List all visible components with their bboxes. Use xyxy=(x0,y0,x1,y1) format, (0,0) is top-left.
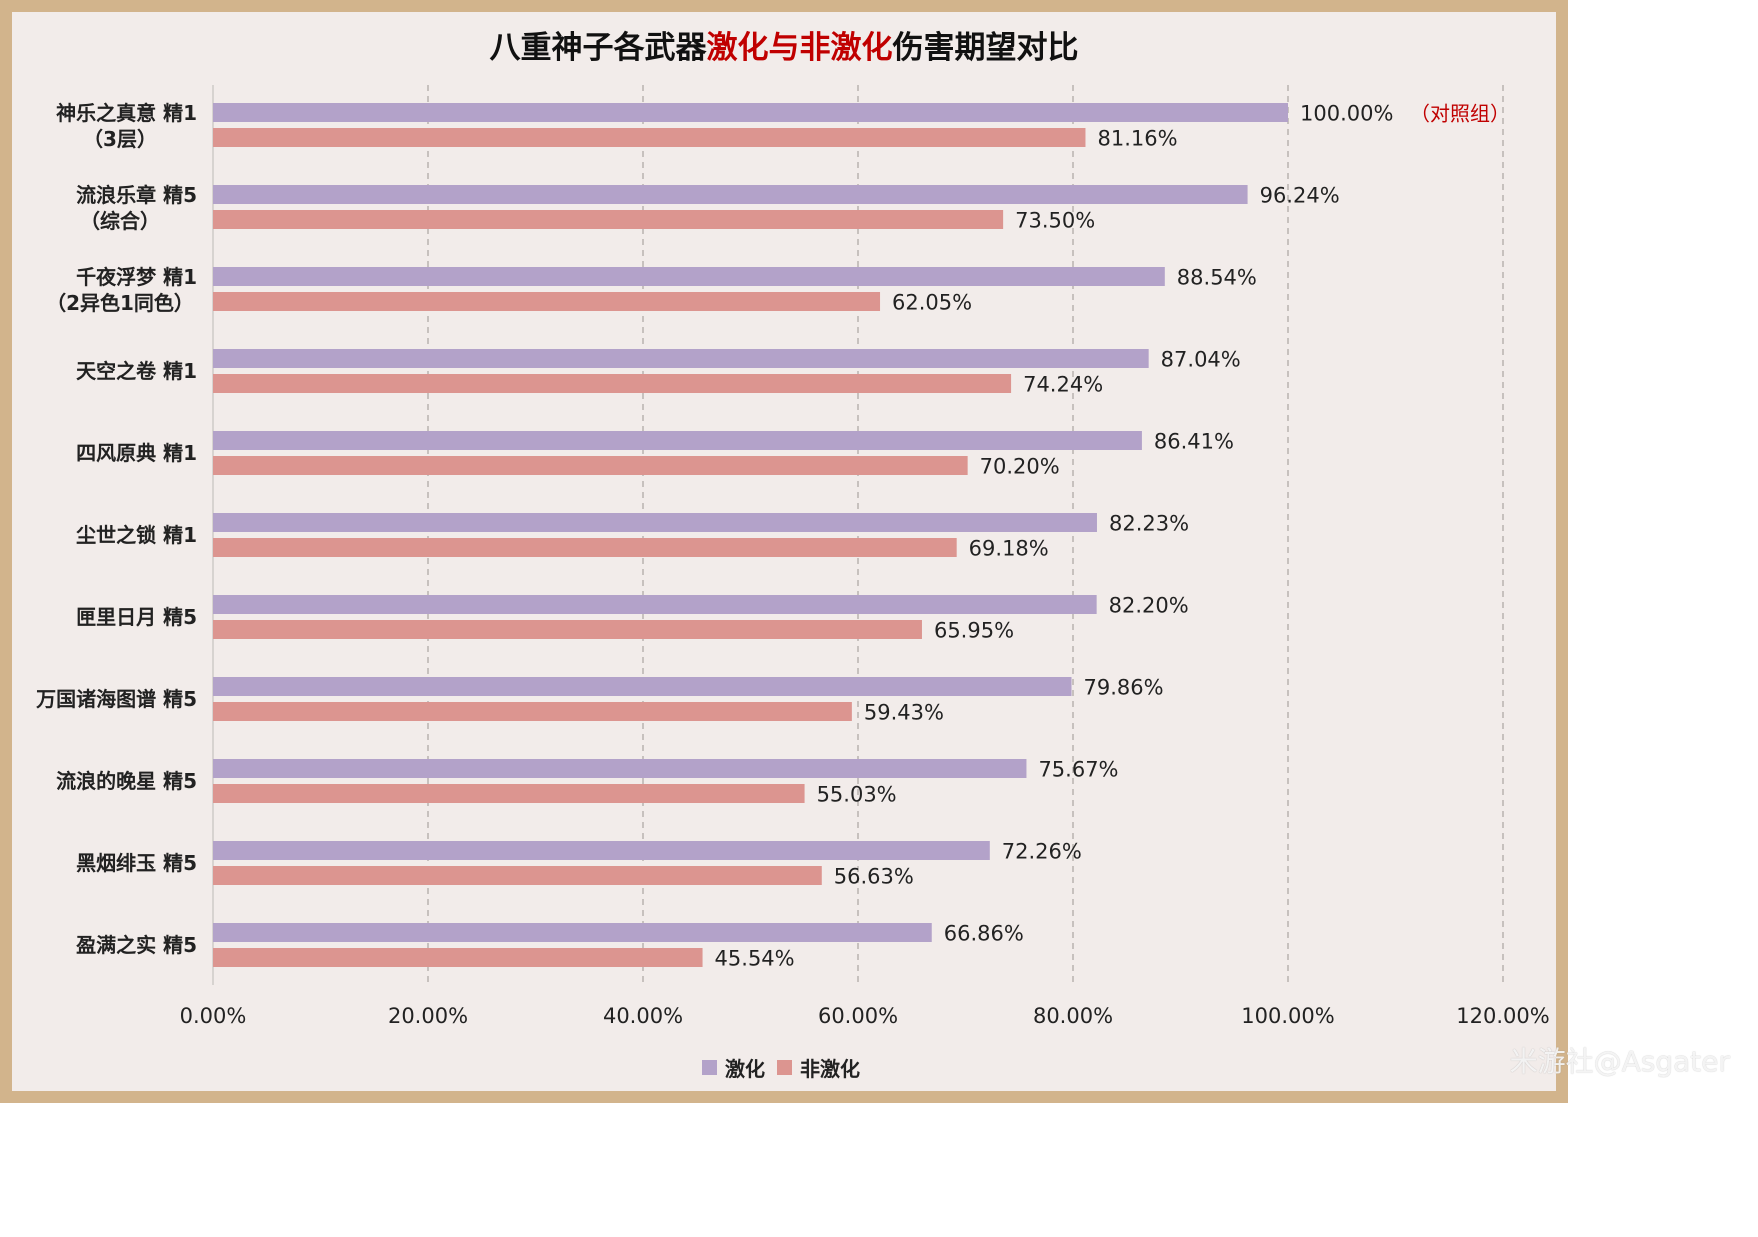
x-tick-label: 20.00% xyxy=(388,1004,468,1028)
bar-series2 xyxy=(213,948,703,967)
category-label: 流浪的晚星 精5 xyxy=(56,769,197,793)
bar-series1 xyxy=(213,595,1097,614)
title-part1: 八重神子各武器 xyxy=(489,30,707,66)
category-label: 天空之卷 精1 xyxy=(76,359,197,383)
category-label: 流浪乐章 精5 xyxy=(76,183,197,207)
title-part3: 伤害期望对比 xyxy=(892,30,1079,66)
data-label-series2: 73.50% xyxy=(1015,209,1095,233)
bar-series1 xyxy=(213,103,1288,122)
bar-chart: 0.00% 20.00% 40.00% 60.00% 80.00% 100.00% 120.… xyxy=(35,85,1550,1028)
data-label-series2: 70.20% xyxy=(980,455,1060,479)
bar-series1 xyxy=(213,431,1142,450)
chart-legend: 激化 非激化 xyxy=(702,1053,872,1082)
bar-series1 xyxy=(213,267,1165,286)
category-label: 神乐之真意 精1 xyxy=(56,101,197,125)
bar-series1 xyxy=(213,923,932,942)
legend-label-series1: 激化 xyxy=(725,1057,765,1081)
bar-series2 xyxy=(213,210,1004,229)
bar-series2 xyxy=(213,292,881,311)
data-label-series2: 81.16% xyxy=(1097,127,1177,151)
bar-series2 xyxy=(213,702,852,721)
title-part2-highlight: 激化与非激化 xyxy=(706,30,893,66)
x-tick-label: 100.00% xyxy=(1241,1004,1334,1028)
data-label-series1: 66.86% xyxy=(944,922,1024,946)
data-label-series1: 82.23% xyxy=(1109,512,1189,536)
data-label-series1: 79.86% xyxy=(1083,676,1163,700)
data-label-series2: 69.18% xyxy=(969,537,1049,561)
category-label: 千夜浮梦 精1 xyxy=(76,265,197,289)
data-label-series2: 74.24% xyxy=(1023,373,1103,397)
category-label: 万国诸海图谱 精5 xyxy=(35,687,197,711)
control-group-annotation: （对照组） xyxy=(1410,102,1510,126)
bar-series1 xyxy=(213,185,1248,204)
data-label-series2: 56.63% xyxy=(834,865,914,889)
category-sublabel: （2异色1同色） xyxy=(46,291,194,315)
x-tick-label: 60.00% xyxy=(818,1004,898,1028)
category-label: 黑烟绯玉 精5 xyxy=(76,851,197,875)
chart-title: 八重神子各武器激化与非激化伤害期望对比 xyxy=(0,22,1568,67)
data-label-series1: 100.00% xyxy=(1300,102,1393,126)
data-label-series2: 59.43% xyxy=(864,701,944,725)
watermark: 米游社@Asgater xyxy=(1509,1045,1730,1078)
bar-series2 xyxy=(213,128,1086,147)
data-label-series1: 82.20% xyxy=(1109,594,1189,618)
data-label-series1: 96.24% xyxy=(1260,184,1340,208)
x-tick-label: 80.00% xyxy=(1033,1004,1113,1028)
bar-series1 xyxy=(213,759,1027,778)
bar-series2 xyxy=(213,866,822,885)
bar-series1 xyxy=(213,513,1097,532)
data-label-series1: 86.41% xyxy=(1154,430,1234,454)
legend-swatch-series1 xyxy=(702,1060,717,1075)
bar-series2 xyxy=(213,538,957,557)
bar-series2 xyxy=(213,456,968,475)
x-tick-label: 40.00% xyxy=(603,1004,683,1028)
legend-label-series2: 非激化 xyxy=(800,1057,860,1081)
bar-series1 xyxy=(213,677,1072,696)
category-label: 盈满之实 精5 xyxy=(75,933,197,957)
data-label-series2: 65.95% xyxy=(934,619,1014,643)
bar-series2 xyxy=(213,784,805,803)
category-label: 尘世之锁 精1 xyxy=(76,523,197,547)
data-label-series2: 45.54% xyxy=(715,947,795,971)
data-label-series2: 55.03% xyxy=(817,783,897,807)
legend-item-series2: 非激化 xyxy=(777,1053,860,1082)
data-label-series1: 88.54% xyxy=(1177,266,1257,290)
bar-series1 xyxy=(213,349,1149,368)
legend-item-series1: 激化 xyxy=(702,1053,765,1082)
data-label-series1: 72.26% xyxy=(1002,840,1082,864)
bar-series1 xyxy=(213,841,990,860)
category-sublabel: （综合） xyxy=(80,209,160,233)
data-label-series1: 87.04% xyxy=(1161,348,1241,372)
category-sublabel: （3层） xyxy=(83,127,157,151)
x-tick-label: 0.00% xyxy=(180,1004,247,1028)
category-label: 匣里日月 精5 xyxy=(76,605,197,629)
legend-swatch-series2 xyxy=(777,1060,792,1075)
x-tick-label: 120.00% xyxy=(1456,1004,1549,1028)
data-label-series2: 62.05% xyxy=(892,291,972,315)
data-label-series1: 75.67% xyxy=(1038,758,1118,782)
bar-series2 xyxy=(213,620,922,639)
category-label: 四风原典 精1 xyxy=(76,441,197,465)
bar-series2 xyxy=(213,374,1012,393)
